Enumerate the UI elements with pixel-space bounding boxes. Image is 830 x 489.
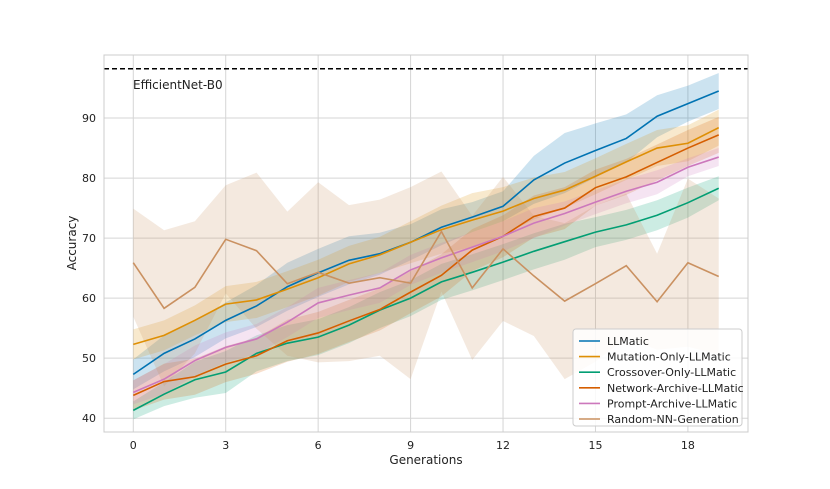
y-tick-label: 70	[82, 232, 96, 245]
x-tick-label: 9	[407, 439, 414, 452]
x-tick-label: 6	[315, 439, 322, 452]
x-tick-label: 15	[588, 439, 602, 452]
x-tick-label: 18	[681, 439, 695, 452]
legend-label: Network-Archive-LLMatic	[607, 382, 744, 395]
tick-labels: 0 3 6 9 12 15 18 40 50 60 70 80 90	[82, 112, 695, 452]
y-axis-label: Accuracy	[65, 216, 79, 271]
line-prompt-archive-llmatic	[132, 156, 719, 394]
band-llmatic	[133, 73, 719, 390]
legend-label: Mutation-Only-LLMatic	[607, 351, 731, 364]
band-crossover-only-llmatic	[133, 176, 719, 420]
x-axis-label: Generations	[389, 453, 462, 467]
legend-label: Crossover-Only-LLMatic	[607, 366, 736, 379]
y-tick-label: 40	[82, 412, 96, 425]
plot-frame	[103, 54, 749, 433]
reference-line-label: EfficientNet-B0	[133, 78, 223, 92]
x-tick-label: 12	[496, 439, 510, 452]
legend: LLMatic Mutation-Only-LLMatic Crossover-On…	[572, 328, 744, 427]
x-tick-label: 3	[222, 439, 229, 452]
x-tick-label: 0	[130, 439, 137, 452]
y-tick-label: 50	[82, 352, 96, 365]
y-tick-label: 80	[82, 172, 96, 185]
band-random-nn-generation	[133, 171, 719, 387]
line-mutation-only-llmatic	[133, 126, 720, 346]
legend-label: Random-NN-Generation	[607, 413, 739, 426]
legend-label: LLMatic	[607, 335, 649, 348]
line-crossover-only-llmatic	[132, 187, 720, 412]
y-tick-label: 90	[82, 112, 96, 125]
y-tick-label: 60	[82, 292, 96, 305]
grid	[104, 55, 748, 432]
legend-label: Prompt-Archive-LLMatic	[607, 397, 737, 410]
line-random-nn-generation	[132, 229, 720, 310]
band-prompt-archive-llmatic	[133, 148, 719, 405]
line-network-archive-llmatic	[132, 134, 720, 397]
series-lines	[132, 90, 720, 412]
line-llmatic	[132, 90, 720, 376]
legend-box	[572, 328, 743, 427]
